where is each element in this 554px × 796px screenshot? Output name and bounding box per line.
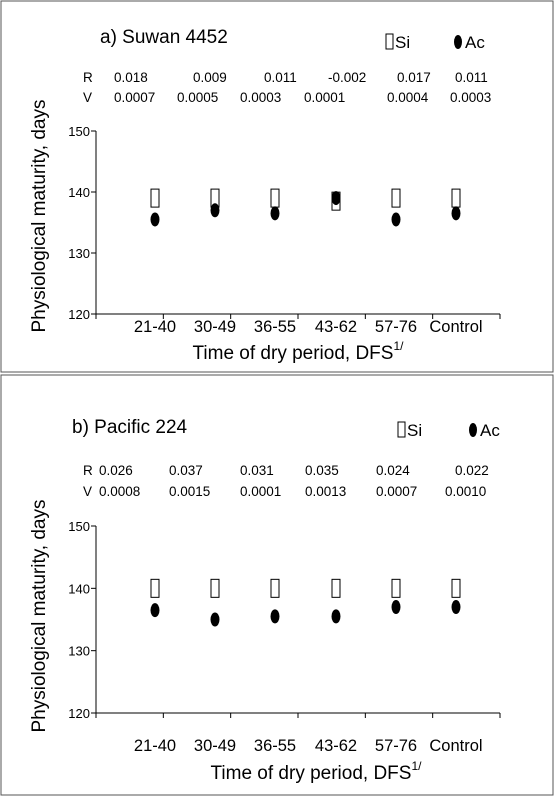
r-value: 0.037 — [169, 463, 203, 478]
r-value: 0.011 — [455, 70, 488, 85]
r-value: 0.017 — [397, 70, 431, 85]
x-tick-label: Control — [429, 737, 482, 755]
r-value: 0.018 — [114, 70, 148, 85]
ac-point — [331, 609, 341, 624]
r-value: 0.035 — [305, 463, 339, 478]
v-value: 0.0013 — [305, 484, 346, 499]
si-point — [270, 578, 280, 598]
ac-point — [391, 600, 401, 615]
legend-ac-marker — [469, 423, 477, 437]
legend-ac-marker — [454, 35, 462, 49]
si-point — [270, 188, 280, 208]
ac-point — [150, 212, 160, 227]
v-value: 0.0001 — [304, 90, 345, 105]
ac-point — [150, 603, 160, 618]
r-label: R — [83, 70, 93, 85]
x-tick-label: 43-62 — [315, 318, 357, 336]
legend-ac-label: Ac — [465, 33, 485, 52]
panel-b-y-axis-label: Physiological maturity, days — [29, 499, 50, 732]
legend-si-label: Si — [407, 421, 422, 440]
v-value: 0.0007 — [114, 90, 155, 105]
si-point — [451, 188, 461, 208]
si-point — [210, 578, 220, 598]
ac-point — [451, 206, 461, 221]
legend-si-label: Si — [395, 33, 410, 52]
si-point — [331, 578, 341, 598]
panel-a-legend: Si Ac — [385, 33, 485, 52]
r-value: 0.022 — [455, 463, 489, 478]
si-point — [391, 578, 401, 598]
v-value: 0.0015 — [169, 484, 210, 499]
panel-a-stats: R V 0.018 0.009 0.011 -0.002 0.017 0.011… — [83, 70, 491, 105]
v-value: 0.0003 — [240, 90, 281, 105]
v-value: 0.0010 — [445, 484, 486, 499]
y-tick-label: 150 — [68, 124, 90, 139]
v-label: V — [83, 90, 92, 105]
x-tick-label: 30-49 — [194, 318, 236, 336]
x-tick-label: 43-62 — [315, 737, 357, 755]
si-point — [150, 578, 160, 598]
v-value: 0.0001 — [240, 484, 281, 499]
panel-a-y-axis-label: Physiological maturity, days — [29, 99, 50, 332]
legend-ac-label: Ac — [480, 421, 500, 440]
r-value: 0.009 — [193, 70, 227, 85]
ac-point — [331, 191, 341, 206]
v-value: 0.0004 — [387, 90, 429, 105]
x-tick-label: 30-49 — [194, 737, 236, 755]
panel-a-title: a) Suwan 4452 — [100, 27, 228, 48]
x-tick-label: 57-76 — [375, 737, 417, 755]
ac-point — [210, 203, 220, 218]
panel-a-frame — [0, 0, 554, 373]
r-label: R — [83, 463, 93, 478]
x-tick-label: Control — [429, 318, 482, 336]
panel-b-stats: R V 0.026 0.037 0.031 0.035 0.024 0.022 … — [83, 463, 489, 499]
r-value: 0.011 — [264, 70, 297, 85]
x-tick-label: 57-76 — [375, 318, 417, 336]
legend-si-marker — [385, 33, 394, 50]
x-tick-label: 36-55 — [254, 737, 296, 755]
panel-a-x-axis-label: Time of dry period, DFS1/ — [193, 339, 405, 364]
si-point — [150, 188, 160, 208]
y-tick-label: 130 — [68, 246, 90, 261]
panel-a: a) Suwan 4452 Si Ac R V 0.018 0.009 0.01… — [0, 0, 554, 373]
legend-si-marker — [397, 421, 406, 438]
y-tick-label: 140 — [68, 185, 90, 200]
y-tick-label: 140 — [68, 581, 90, 596]
panel-b-x-axis-label: Time of dry period, DFS1/ — [211, 759, 423, 784]
r-value: 0.024 — [376, 463, 410, 478]
ac-point — [270, 609, 280, 624]
y-tick-label: 120 — [68, 307, 90, 322]
y-tick-label: 120 — [68, 706, 90, 721]
v-value: 0.0007 — [376, 484, 417, 499]
ac-point — [451, 600, 461, 615]
panel-b-legend: Si Ac — [397, 421, 500, 440]
ac-point — [210, 612, 220, 627]
r-value: 0.031 — [240, 463, 274, 478]
v-label: V — [83, 484, 92, 499]
si-point — [391, 188, 401, 208]
v-value: 0.0003 — [450, 90, 491, 105]
x-tick-label: 36-55 — [254, 318, 296, 336]
ac-point — [391, 212, 401, 227]
si-point — [451, 578, 461, 598]
y-tick-label: 130 — [68, 644, 90, 659]
v-value: 0.0008 — [99, 484, 140, 499]
y-tick-label: 150 — [68, 519, 90, 534]
panel-b-frame — [0, 374, 554, 796]
r-value: -0.002 — [328, 70, 366, 85]
x-tick-label: 21-40 — [134, 318, 176, 336]
ac-point — [270, 206, 280, 221]
v-value: 0.0005 — [177, 90, 218, 105]
x-tick-label: 21-40 — [134, 737, 176, 755]
panel-a-plot-area: 120 130 140 150 21-40 30-49 36-55 43-62 57-76 Con… — [68, 124, 501, 336]
r-value: 0.026 — [99, 463, 133, 478]
panel-b-plot-area: 120 130 140 150 21-40 30-49 36-55 43-62 57-76 Con… — [68, 519, 501, 755]
panel-b-title: b) Pacific 224 — [72, 417, 188, 438]
panel-b: b) Pacific 224 Si Ac R V 0.026 0.037 0.0… — [0, 374, 554, 796]
